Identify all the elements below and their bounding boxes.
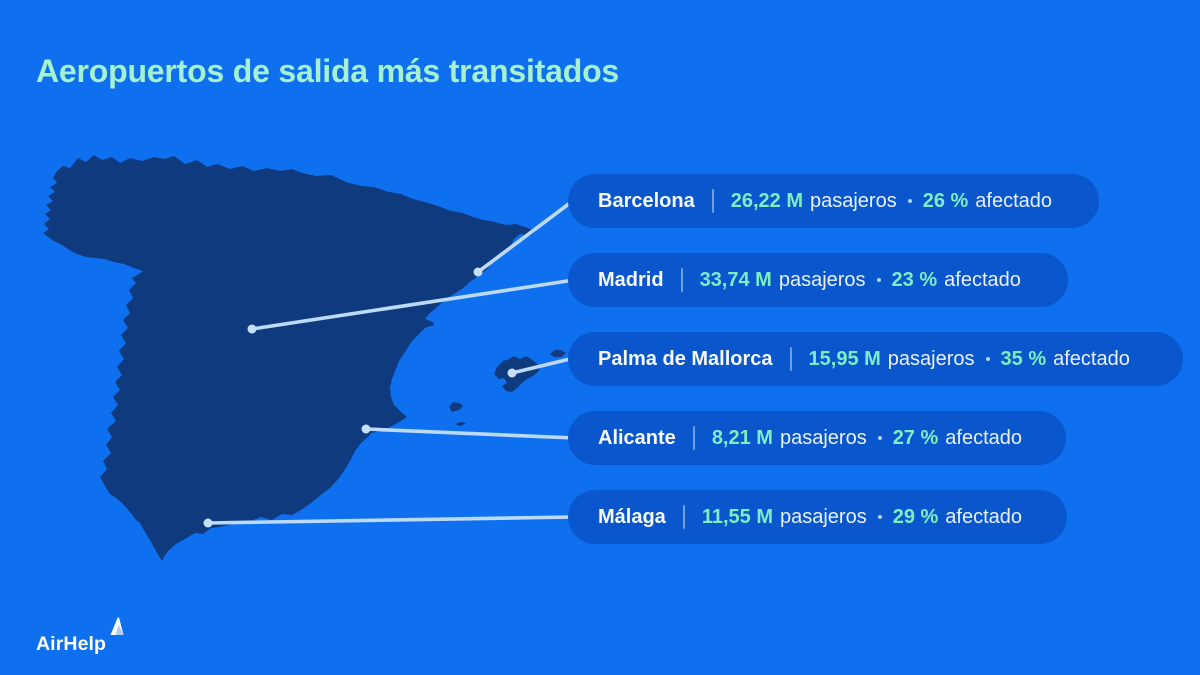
map-dots (203, 267, 517, 528)
airport-callout-barcelona: Barcelona 26,22 M pasajeros 26 % afectad… (568, 174, 1099, 228)
passengers-label: pasajeros (779, 505, 867, 528)
leader-line-malaga (206, 515, 576, 525)
map-dot-barcelona (473, 267, 483, 277)
affected-value: 35 % (1000, 347, 1047, 370)
passengers-value: 26,22 M (730, 189, 803, 212)
island-ibiza (449, 402, 463, 412)
spain-mainland-silhouette (43, 155, 536, 561)
passengers-label: pasajeros (809, 189, 897, 212)
island-menorca (550, 350, 566, 357)
passengers-value: 15,95 M (808, 347, 881, 370)
affected-value: 29 % (892, 505, 939, 528)
airport-name: Alicante (598, 426, 676, 449)
leader-line-barcelona (476, 198, 576, 274)
map-dot-madrid (247, 324, 257, 334)
vertical-divider (692, 426, 695, 450)
vertical-divider (680, 268, 683, 292)
affected-label: afectado (944, 268, 1021, 291)
dot-separator (985, 357, 990, 361)
airport-callout-malaga: Málaga 11,55 M pasajeros 29 % afectado (568, 490, 1067, 544)
affected-label: afectado (945, 426, 1023, 449)
leader-lines (206, 198, 576, 525)
leader-line-alicante (364, 427, 576, 440)
passengers-label: pasajeros (887, 347, 975, 370)
dot-separator (877, 436, 882, 440)
island-mallorca (494, 356, 540, 392)
airhelp-logo-text: AirHelp (36, 633, 107, 655)
affected-label: afectado (1053, 347, 1130, 370)
vertical-divider (682, 505, 685, 529)
map-dot-alicante (361, 424, 371, 434)
passengers-value: 11,55 M (701, 505, 773, 528)
airport-name: Málaga (598, 505, 666, 528)
dot-separator (877, 515, 882, 519)
airport-name: Barcelona (598, 189, 695, 212)
airport-callout-palma: Palma de Mallorca 15,95 M pasajeros 35 %… (568, 332, 1183, 386)
airport-callout-alicante: Alicante 8,21 M pasajeros 27 % afectado (568, 411, 1066, 465)
airport-callout-madrid: Madrid 33,74 M pasajeros 23 % afectado (568, 253, 1068, 307)
island-formentera (455, 422, 466, 426)
affected-label: afectado (945, 505, 1023, 528)
dot-separator (907, 199, 912, 203)
passengers-value: 8,21 M (711, 426, 773, 449)
leader-line-madrid (250, 278, 576, 331)
airport-name: Palma de Mallorca (598, 347, 773, 370)
affected-label: afectado (975, 189, 1053, 212)
airhelp-logo: AirHelp (36, 610, 176, 660)
passengers-value: 33,74 M (699, 268, 772, 291)
leader-line-palma (510, 356, 576, 375)
airport-name: Madrid (598, 268, 664, 291)
passengers-label: pasajeros (779, 426, 867, 449)
dot-separator (876, 278, 881, 282)
affected-value: 23 % (891, 268, 938, 291)
passengers-label: pasajeros (778, 268, 866, 291)
map-dot-palma (507, 368, 517, 378)
airhelp-logo-mark-icon (110, 617, 124, 635)
vertical-divider (789, 347, 792, 371)
affected-value: 26 % (922, 189, 969, 212)
map-dot-malaga (203, 518, 213, 528)
affected-value: 27 % (892, 426, 939, 449)
vertical-divider (711, 189, 714, 213)
page-title: Aeropuertos de salida más transitados (36, 53, 620, 89)
